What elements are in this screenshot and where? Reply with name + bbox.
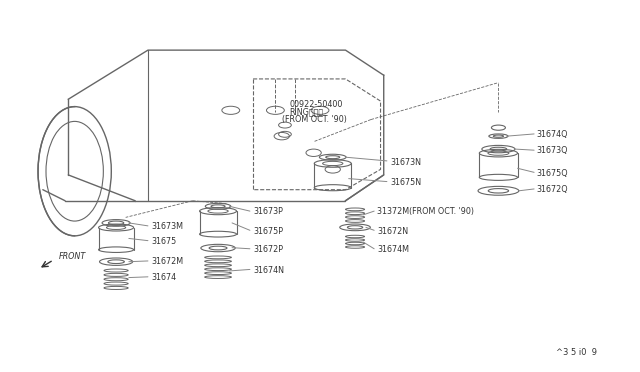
Text: 31672P: 31672P bbox=[253, 245, 283, 254]
Text: 31674N: 31674N bbox=[253, 266, 284, 275]
Text: RINGリング: RINGリング bbox=[289, 108, 324, 117]
Text: 31675N: 31675N bbox=[390, 178, 421, 187]
Text: ^3 5 i0  9: ^3 5 i0 9 bbox=[556, 347, 596, 357]
Text: 00922-50400: 00922-50400 bbox=[289, 100, 343, 109]
Text: 31672Q: 31672Q bbox=[537, 185, 568, 194]
Text: 31675P: 31675P bbox=[253, 227, 283, 235]
Text: 31675Q: 31675Q bbox=[537, 169, 568, 177]
Text: 31372M(FROM OCT. '90): 31372M(FROM OCT. '90) bbox=[378, 207, 474, 217]
Text: 31675: 31675 bbox=[151, 237, 177, 246]
Text: 31674M: 31674M bbox=[378, 245, 410, 254]
Text: 31673Q: 31673Q bbox=[537, 147, 568, 155]
Text: 31674Q: 31674Q bbox=[537, 130, 568, 139]
Text: FRONT: FRONT bbox=[59, 251, 86, 261]
Text: 31674: 31674 bbox=[151, 273, 176, 282]
Text: 31672N: 31672N bbox=[378, 227, 408, 235]
Text: 31673P: 31673P bbox=[253, 207, 283, 217]
Text: (FROM OCT. '90): (FROM OCT. '90) bbox=[282, 115, 347, 124]
Text: 31673N: 31673N bbox=[390, 157, 421, 167]
Text: 31672M: 31672M bbox=[151, 257, 183, 266]
Text: 31673M: 31673M bbox=[151, 222, 183, 231]
